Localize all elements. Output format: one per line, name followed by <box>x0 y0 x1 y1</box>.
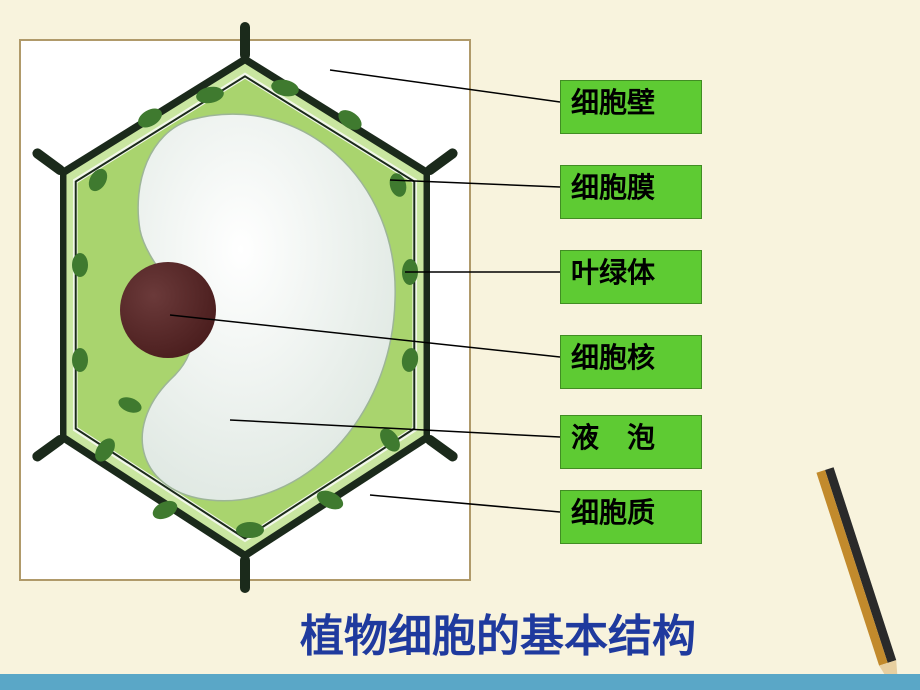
label-cell_wall: 细胞壁 <box>560 80 702 134</box>
slide-stage: 细胞壁细胞膜叶绿体细胞核液 泡细胞质 植物细胞的基本结构 <box>0 0 920 690</box>
diagram-title: 植物细胞的基本结构 <box>300 600 696 664</box>
label-chloroplast: 叶绿体 <box>560 250 702 304</box>
label-cell_membrane: 细胞膜 <box>560 165 702 219</box>
bottom-strip <box>0 674 920 690</box>
label-cytoplasm: 细胞质 <box>560 490 702 544</box>
label-vacuole: 液 泡 <box>560 415 702 469</box>
label-nucleus: 细胞核 <box>560 335 702 389</box>
pencil-decoration <box>785 430 920 690</box>
diagram-svg <box>0 0 920 690</box>
